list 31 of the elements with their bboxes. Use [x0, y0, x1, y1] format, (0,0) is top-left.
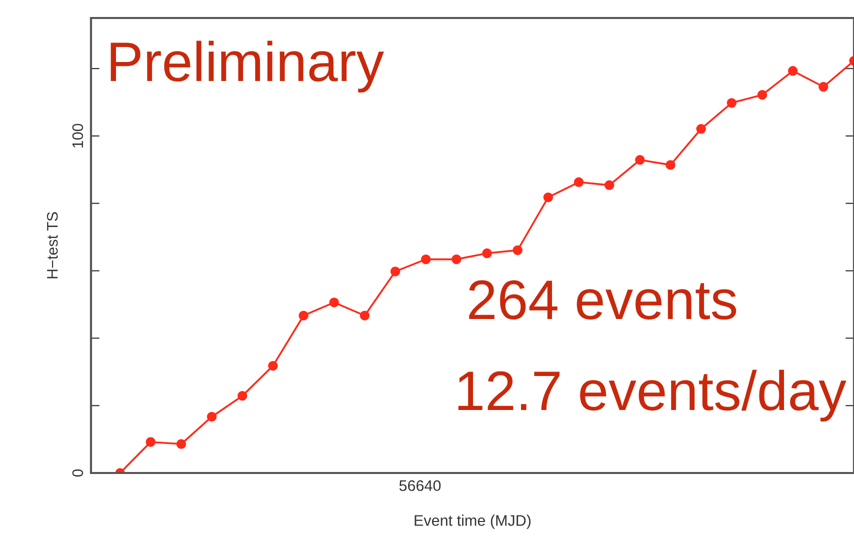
point — [574, 177, 584, 187]
point — [696, 124, 706, 134]
y-tick-label: 100 — [72, 124, 84, 148]
point — [298, 310, 308, 320]
point — [421, 254, 431, 264]
point — [543, 192, 554, 202]
text: 56640 — [399, 480, 441, 492]
annotation: 12.7 events/day — [458, 370, 846, 422]
point — [268, 360, 278, 371]
point — [146, 437, 156, 447]
point — [238, 390, 248, 401]
annotation: Preliminary — [110, 40, 384, 93]
point — [635, 155, 645, 165]
point — [390, 266, 400, 276]
point — [329, 298, 339, 308]
point — [452, 254, 462, 264]
annotation: 264 events — [469, 280, 736, 320]
point — [206, 412, 217, 422]
point — [604, 180, 614, 190]
point — [176, 439, 186, 449]
y-tick-label: 0 — [72, 469, 84, 477]
point — [360, 310, 370, 320]
point — [482, 248, 492, 258]
point — [818, 82, 828, 92]
point — [788, 66, 798, 76]
y-axis-title: H−test TS — [46, 212, 58, 278]
point — [512, 245, 522, 256]
point — [757, 90, 768, 100]
x-axis-title: Event time (MJD) — [414, 514, 531, 529]
point — [726, 98, 737, 108]
point — [666, 160, 676, 170]
